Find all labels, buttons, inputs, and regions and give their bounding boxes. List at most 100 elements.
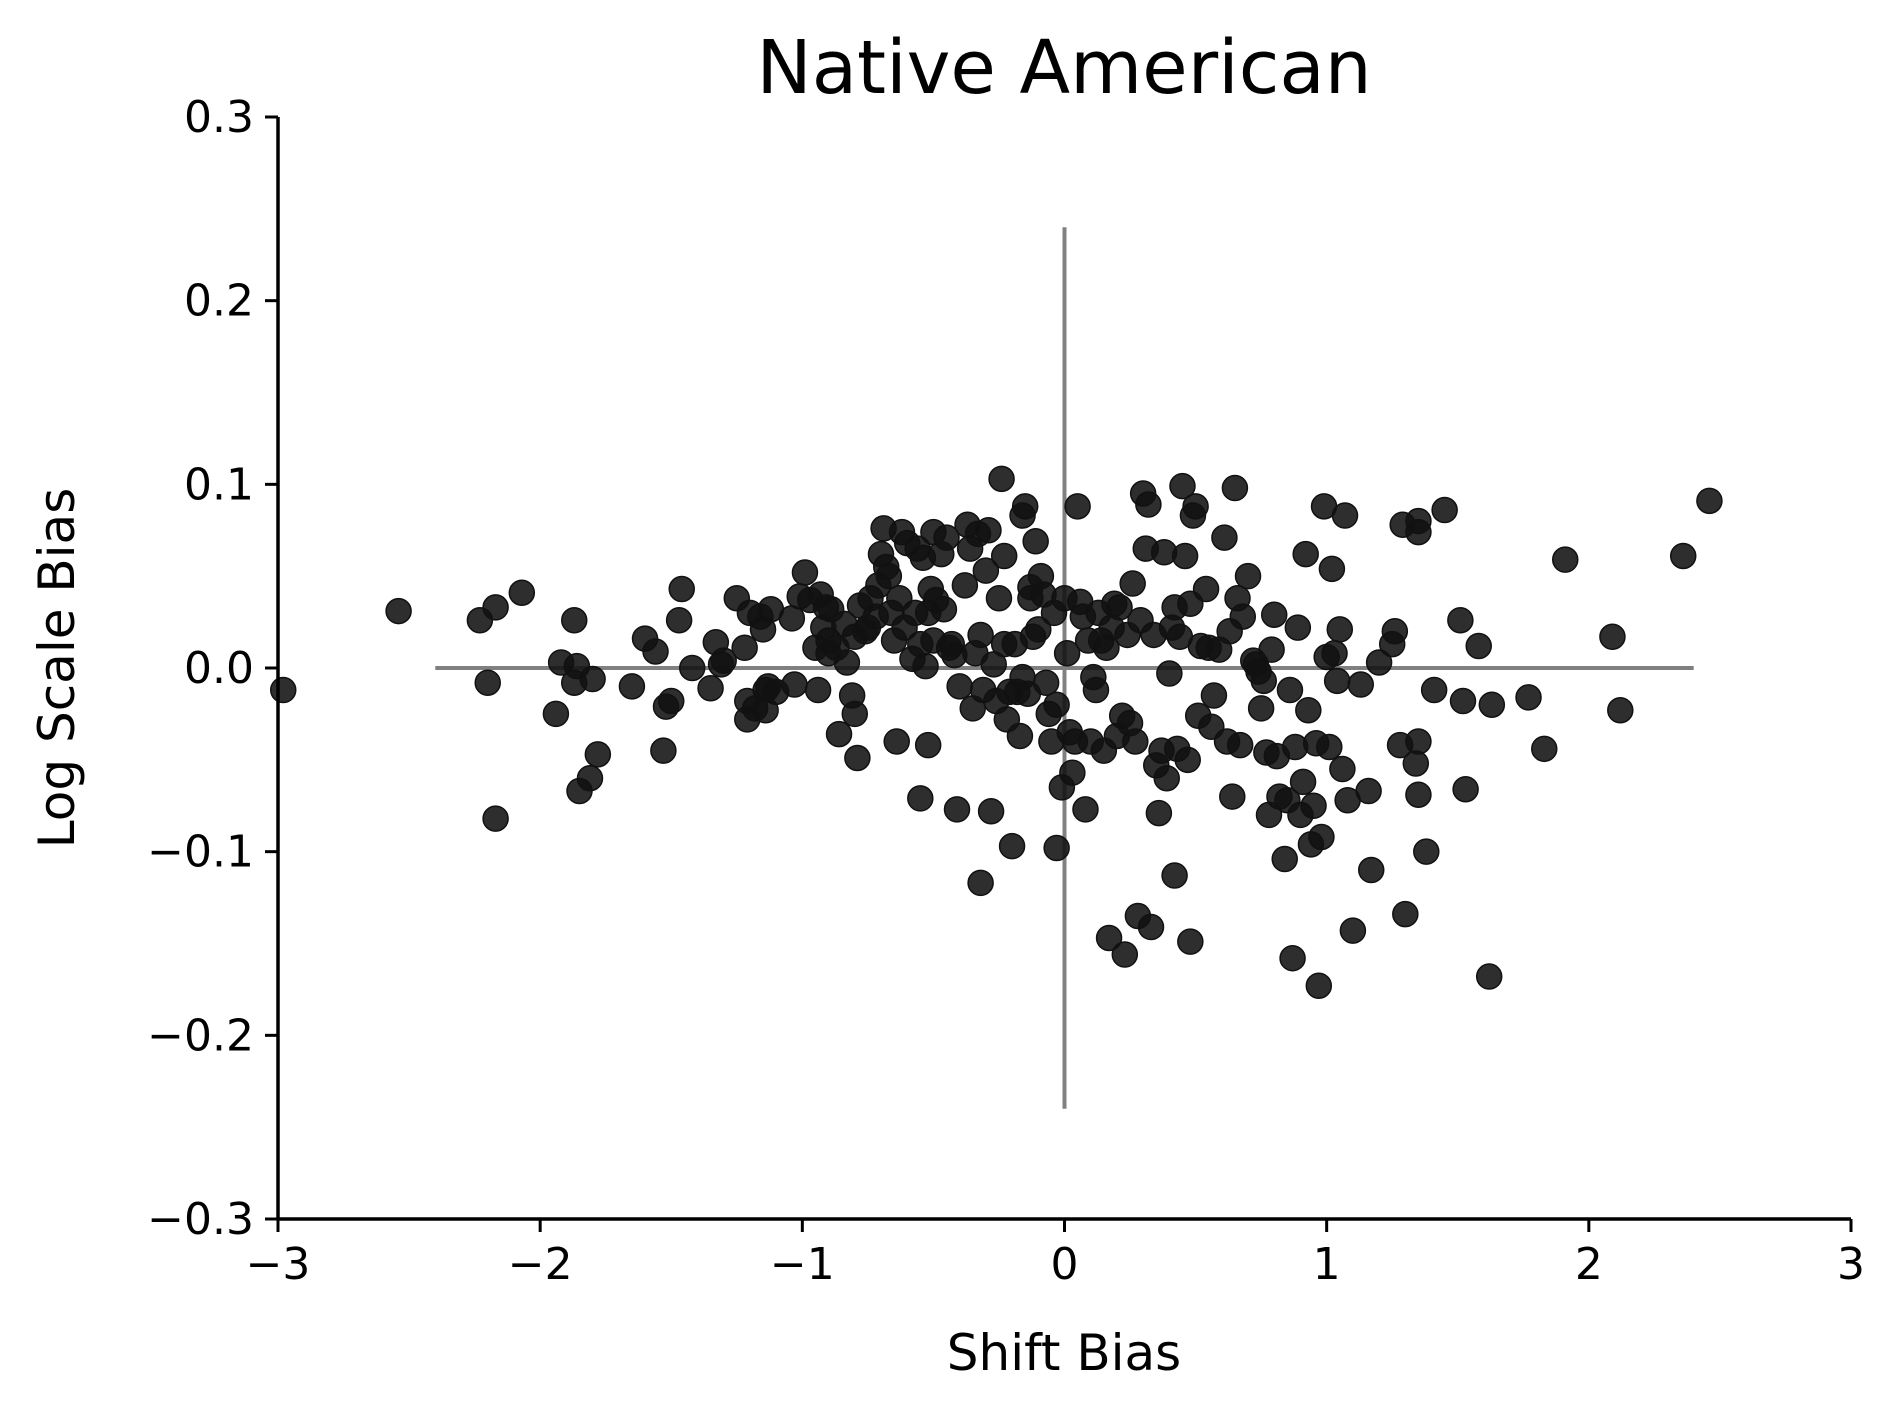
data-point [946,673,973,700]
data-point [474,669,501,696]
data-point [1531,735,1558,763]
data-point [1339,917,1367,944]
data-point [1156,660,1183,687]
data-point [1279,944,1306,972]
x-tick-label: 3 [1837,1239,1865,1290]
data-point [841,700,869,728]
data-point [579,665,606,693]
data-point [1295,696,1322,724]
data-point [1405,781,1432,808]
data-point [833,649,861,676]
data-point [1226,731,1254,759]
data-point [1072,796,1099,823]
data-point [1284,614,1312,641]
data-point [1182,493,1209,520]
y-tick-label: 0.3 [184,92,254,143]
x-tick-label: −2 [508,1239,573,1290]
data-point [985,584,1013,612]
data-point [967,621,994,649]
data-point [650,737,677,764]
data-point [1106,594,1133,621]
data-point [1025,616,1052,643]
reference-lines [435,227,1694,1109]
data-point [1260,601,1288,628]
data-point [1318,555,1346,583]
data-point [482,805,509,832]
data-point [1022,528,1049,555]
data-point [1122,728,1149,755]
data-point [1247,695,1275,722]
data-point [642,638,669,665]
data-point [1135,491,1162,518]
data-point [1405,728,1432,755]
data-point [1153,764,1180,792]
y-tick-label: −0.3 [147,1194,254,1245]
x-tick-label: 2 [1575,1239,1603,1290]
data-point [668,575,695,603]
data-point [1475,963,1503,990]
data-point [825,720,853,748]
data-point [1599,623,1626,651]
x-tick-label: −3 [246,1239,311,1290]
data-point [1449,687,1477,715]
data-point [844,744,871,772]
data-point [269,676,297,704]
data-point [1607,696,1634,724]
data-point [972,557,1000,584]
data-point [1331,502,1359,529]
data-point [1392,900,1419,928]
data-point [1357,856,1385,884]
data-point [907,785,934,812]
data-point [912,652,939,680]
data-point [1447,606,1474,634]
data-point [1515,684,1542,711]
data-point [778,605,806,632]
data-point [804,676,832,704]
data-point [977,798,1005,825]
y-tick-label: 0.1 [184,459,254,510]
data-point [1431,496,1458,524]
data-point [930,595,958,623]
data-point [1402,750,1430,777]
data-point [1145,799,1173,827]
x-axis-title: Shift Bias [947,1324,1181,1382]
data-point [1355,777,1382,805]
data-point [1292,540,1319,568]
data-point [1669,542,1697,570]
data-point [1211,524,1238,551]
data-point [975,517,1002,544]
data-point [1177,928,1204,955]
data-point [933,524,960,551]
data-point [1321,640,1348,667]
y-tick-label: −0.2 [147,1010,254,1061]
data-point [1271,845,1298,873]
data-point [1219,783,1246,810]
y-axis-title: Log Scale Bias [28,488,86,849]
data-point [1229,603,1257,630]
data-points [269,465,1723,999]
data-point [1696,487,1723,515]
data-point [1095,924,1123,952]
data-point [1365,649,1393,676]
data-point [943,796,971,823]
data-point [576,764,604,792]
data-point [1452,775,1479,803]
data-point [1200,682,1228,709]
data-point [1011,493,1039,520]
data-point [1413,838,1440,865]
data-point [1111,941,1139,968]
data-point [1289,768,1317,796]
data-point [988,465,1015,493]
data-point [914,731,942,759]
data-point [1300,792,1327,819]
x-tick-label: 1 [1313,1239,1341,1290]
data-point [1043,691,1070,718]
data-point [1258,636,1285,663]
data-point [710,647,737,674]
data-point [1174,746,1201,774]
data-point [665,606,693,634]
data-point [731,634,758,662]
data-point [1137,913,1165,941]
data-point [1551,546,1579,573]
